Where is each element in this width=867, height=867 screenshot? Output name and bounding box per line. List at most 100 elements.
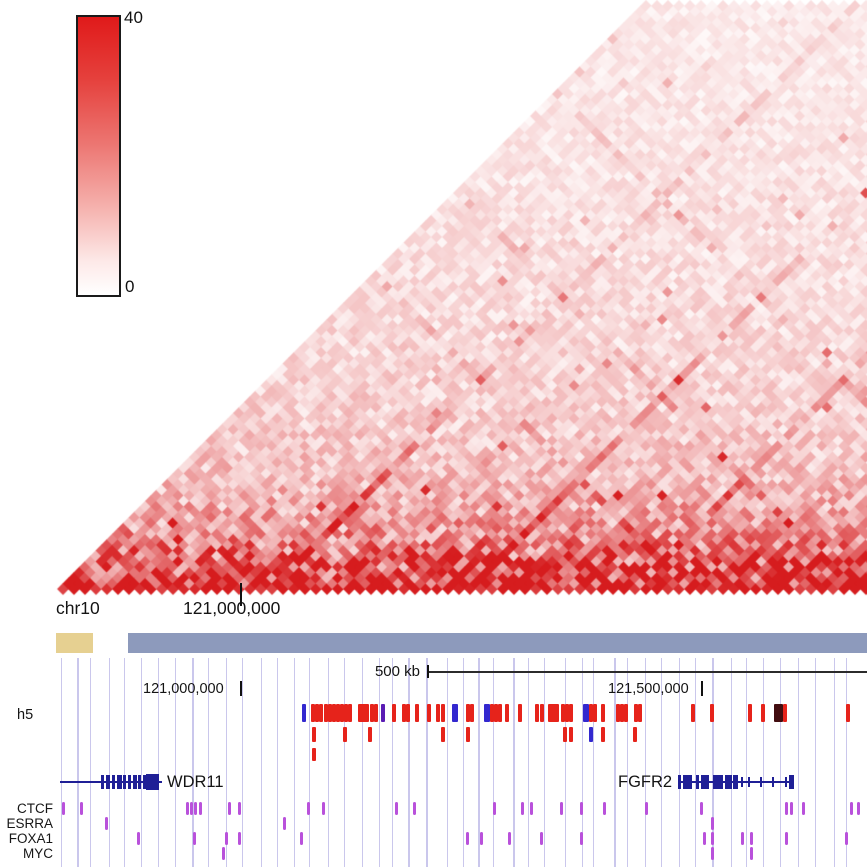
gene-exon xyxy=(701,775,709,789)
h5-tick xyxy=(358,704,369,722)
tf-binding-tick xyxy=(194,802,197,815)
h5-tick xyxy=(563,727,567,742)
gridline xyxy=(763,658,765,867)
h5-tick xyxy=(312,748,316,761)
h5-tick xyxy=(332,704,336,722)
gridline xyxy=(478,658,480,867)
gene-intron-tick xyxy=(772,777,774,787)
top-axis-tick xyxy=(240,583,242,606)
gridline xyxy=(174,658,176,867)
h5-tick xyxy=(466,727,470,742)
h5-tick xyxy=(593,704,597,722)
tf-binding-tick xyxy=(80,802,83,815)
gridline xyxy=(730,658,732,867)
ideogram-segment xyxy=(56,633,93,653)
gridline xyxy=(426,658,428,867)
gene-exon xyxy=(123,775,126,789)
scalebar-end-cap xyxy=(427,665,429,678)
tf-binding-tick xyxy=(560,802,563,815)
gridline xyxy=(513,658,515,867)
gridline xyxy=(679,658,681,867)
gridline xyxy=(293,658,296,867)
gridline xyxy=(528,658,530,867)
tf-binding-tick xyxy=(307,802,310,815)
gridline xyxy=(564,658,566,867)
tf-binding-tick xyxy=(199,802,202,815)
tf-binding-tick xyxy=(750,847,753,860)
h5-tick xyxy=(436,704,440,722)
hic-heatmap-canvas xyxy=(0,0,867,600)
gridline xyxy=(328,658,330,867)
h5-tick xyxy=(406,704,410,722)
tf-binding-tick xyxy=(190,802,193,815)
gene-exon xyxy=(683,775,692,789)
h5-tick xyxy=(540,704,544,722)
gridline xyxy=(815,658,817,867)
gene-exon xyxy=(725,775,732,789)
ruler-coordinate-tick xyxy=(240,681,242,696)
tf-binding-tick xyxy=(395,802,398,815)
gridline xyxy=(745,658,747,867)
h5-tick xyxy=(441,727,445,742)
h5-tick xyxy=(427,704,431,722)
h5-tick xyxy=(583,704,589,722)
h5-tick xyxy=(348,704,352,722)
gridline xyxy=(446,658,448,867)
track-label-esrra: ESRRA xyxy=(6,816,53,831)
colorbar-min-label: 0 xyxy=(125,277,135,296)
h5-tick xyxy=(616,704,620,722)
gridline xyxy=(627,658,629,867)
h5-tick xyxy=(783,704,787,722)
gridline xyxy=(544,658,546,867)
h5-tick xyxy=(336,704,340,722)
colorbar-gradient xyxy=(76,15,121,297)
scalebar-line xyxy=(427,671,867,673)
tf-binding-tick xyxy=(137,832,140,845)
tf-binding-tick xyxy=(225,832,228,845)
gene-exon xyxy=(133,775,137,789)
h5-tick xyxy=(494,704,498,722)
scalebar-label: 500 kb xyxy=(374,663,420,680)
tf-binding-tick xyxy=(480,832,483,845)
gene-exon xyxy=(106,775,110,789)
h5-tick xyxy=(774,704,783,722)
gridline xyxy=(362,658,364,867)
ideogram-segment xyxy=(128,633,867,653)
tf-binding-tick xyxy=(802,802,805,815)
h5-tick xyxy=(748,704,752,722)
gridline xyxy=(225,658,227,867)
tf-binding-tick xyxy=(700,802,703,815)
h5-tick xyxy=(846,704,850,722)
gene-exon xyxy=(678,775,681,789)
gridline xyxy=(614,658,616,867)
gridline xyxy=(308,658,310,867)
h5-tick xyxy=(601,704,605,722)
tf-binding-tick xyxy=(322,802,325,815)
h5-tick xyxy=(311,704,315,722)
tf-binding-tick xyxy=(741,832,744,845)
ruler-coordinate-tick xyxy=(701,681,703,696)
h5-tick xyxy=(589,704,593,722)
ruler-coordinate: 121,000,000 xyxy=(143,681,224,697)
track-label-myc: MYC xyxy=(23,846,53,861)
tf-binding-tick xyxy=(857,802,860,815)
h5-tick xyxy=(620,704,624,722)
h5-tick xyxy=(324,704,328,722)
h5-tick xyxy=(710,704,714,722)
gridline xyxy=(276,658,278,867)
gridline xyxy=(260,658,262,867)
h5-tick xyxy=(535,704,539,722)
h5-tick xyxy=(518,704,522,722)
gene-intron-tick xyxy=(741,777,743,787)
h5-tick xyxy=(633,727,637,742)
tf-binding-tick xyxy=(785,832,788,845)
h5-tick xyxy=(415,704,419,722)
gridline xyxy=(391,658,393,867)
h5-tick xyxy=(402,704,406,722)
h5-tick xyxy=(343,727,347,742)
h5-tick xyxy=(374,704,378,722)
tf-binding-tick xyxy=(711,832,714,845)
h5-tick xyxy=(302,704,306,722)
gridline xyxy=(140,658,142,867)
gridline xyxy=(645,658,647,867)
